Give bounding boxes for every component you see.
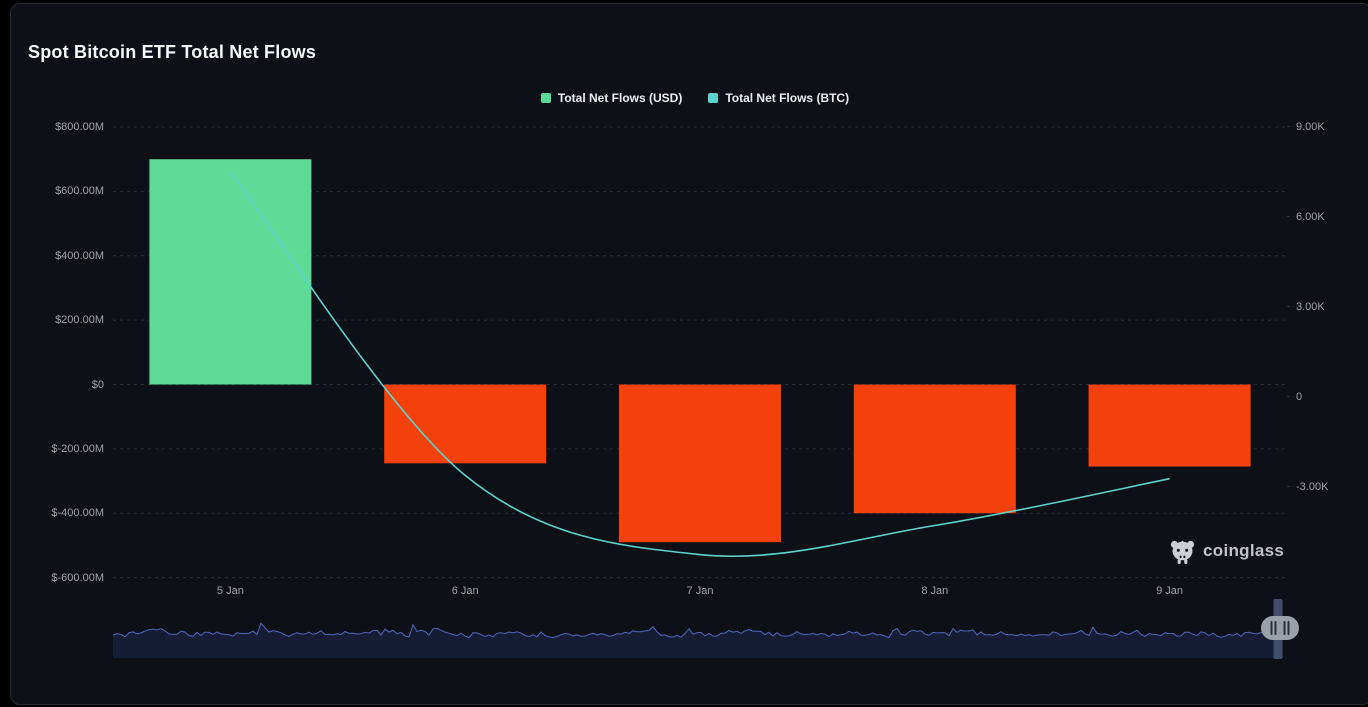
x-axis-label: 8 Jan (921, 585, 949, 597)
legend: Total Net Flows (USD) Total Net Flows (B… (103, 91, 1287, 105)
x-axis-label: 9 Jan (1156, 585, 1184, 597)
right-axis-label: 3.00K (1296, 300, 1325, 313)
left-axis-label: $200.00M (55, 314, 104, 327)
left-axis-label: $800.00M (55, 121, 104, 134)
usd-series-swatch-icon (540, 93, 551, 103)
bar-6-jan (384, 384, 547, 464)
legend-label-usd: Total Net Flows (USD) (557, 91, 683, 105)
legend-item-btc[interactable]: Total Net Flows (BTC) (708, 91, 849, 105)
left-axis-label: $0 (91, 378, 104, 391)
watermark: coinglass (1169, 537, 1284, 565)
right-axis-label: 0 (1296, 390, 1303, 403)
btc-series-swatch-icon (708, 93, 719, 103)
coinglass-logo-icon (1170, 540, 1195, 564)
bar-7-jan (619, 384, 781, 543)
left-axis-label: $-200.00M (51, 442, 104, 455)
navigator-grip-handle[interactable] (1261, 616, 1299, 640)
left-axis-label: $-400.00M (51, 507, 104, 520)
navigator-sparkline (112, 622, 1282, 639)
x-axis-label: 6 Jan (451, 585, 479, 597)
legend-item-usd[interactable]: Total Net Flows (USD) (540, 91, 683, 105)
x-axis-label: 7 Jan (686, 585, 714, 597)
x-axis-label: 5 Jan (216, 585, 244, 597)
navigator-area-fill (113, 623, 1283, 658)
legend-label-btc: Total Net Flows (BTC) (725, 91, 850, 105)
bar-5-jan (149, 159, 312, 385)
watermark-text: coinglass (1203, 541, 1285, 560)
right-axis-label: 9.00K (1296, 120, 1325, 133)
bar-9-jan (1088, 384, 1251, 467)
right-axis-label: 6.00K (1296, 210, 1325, 223)
left-axis-label: $400.00M (55, 249, 104, 262)
btc-line-series (229, 171, 1170, 558)
right-axis-label: -3.00K (1296, 480, 1329, 493)
bar-8-jan (853, 384, 1016, 514)
left-axis-label: $-600.00M (51, 571, 104, 584)
left-axis-label: $600.00M (55, 185, 104, 198)
page-title: Spot Bitcoin ETF Total Net Flows (28, 42, 317, 62)
